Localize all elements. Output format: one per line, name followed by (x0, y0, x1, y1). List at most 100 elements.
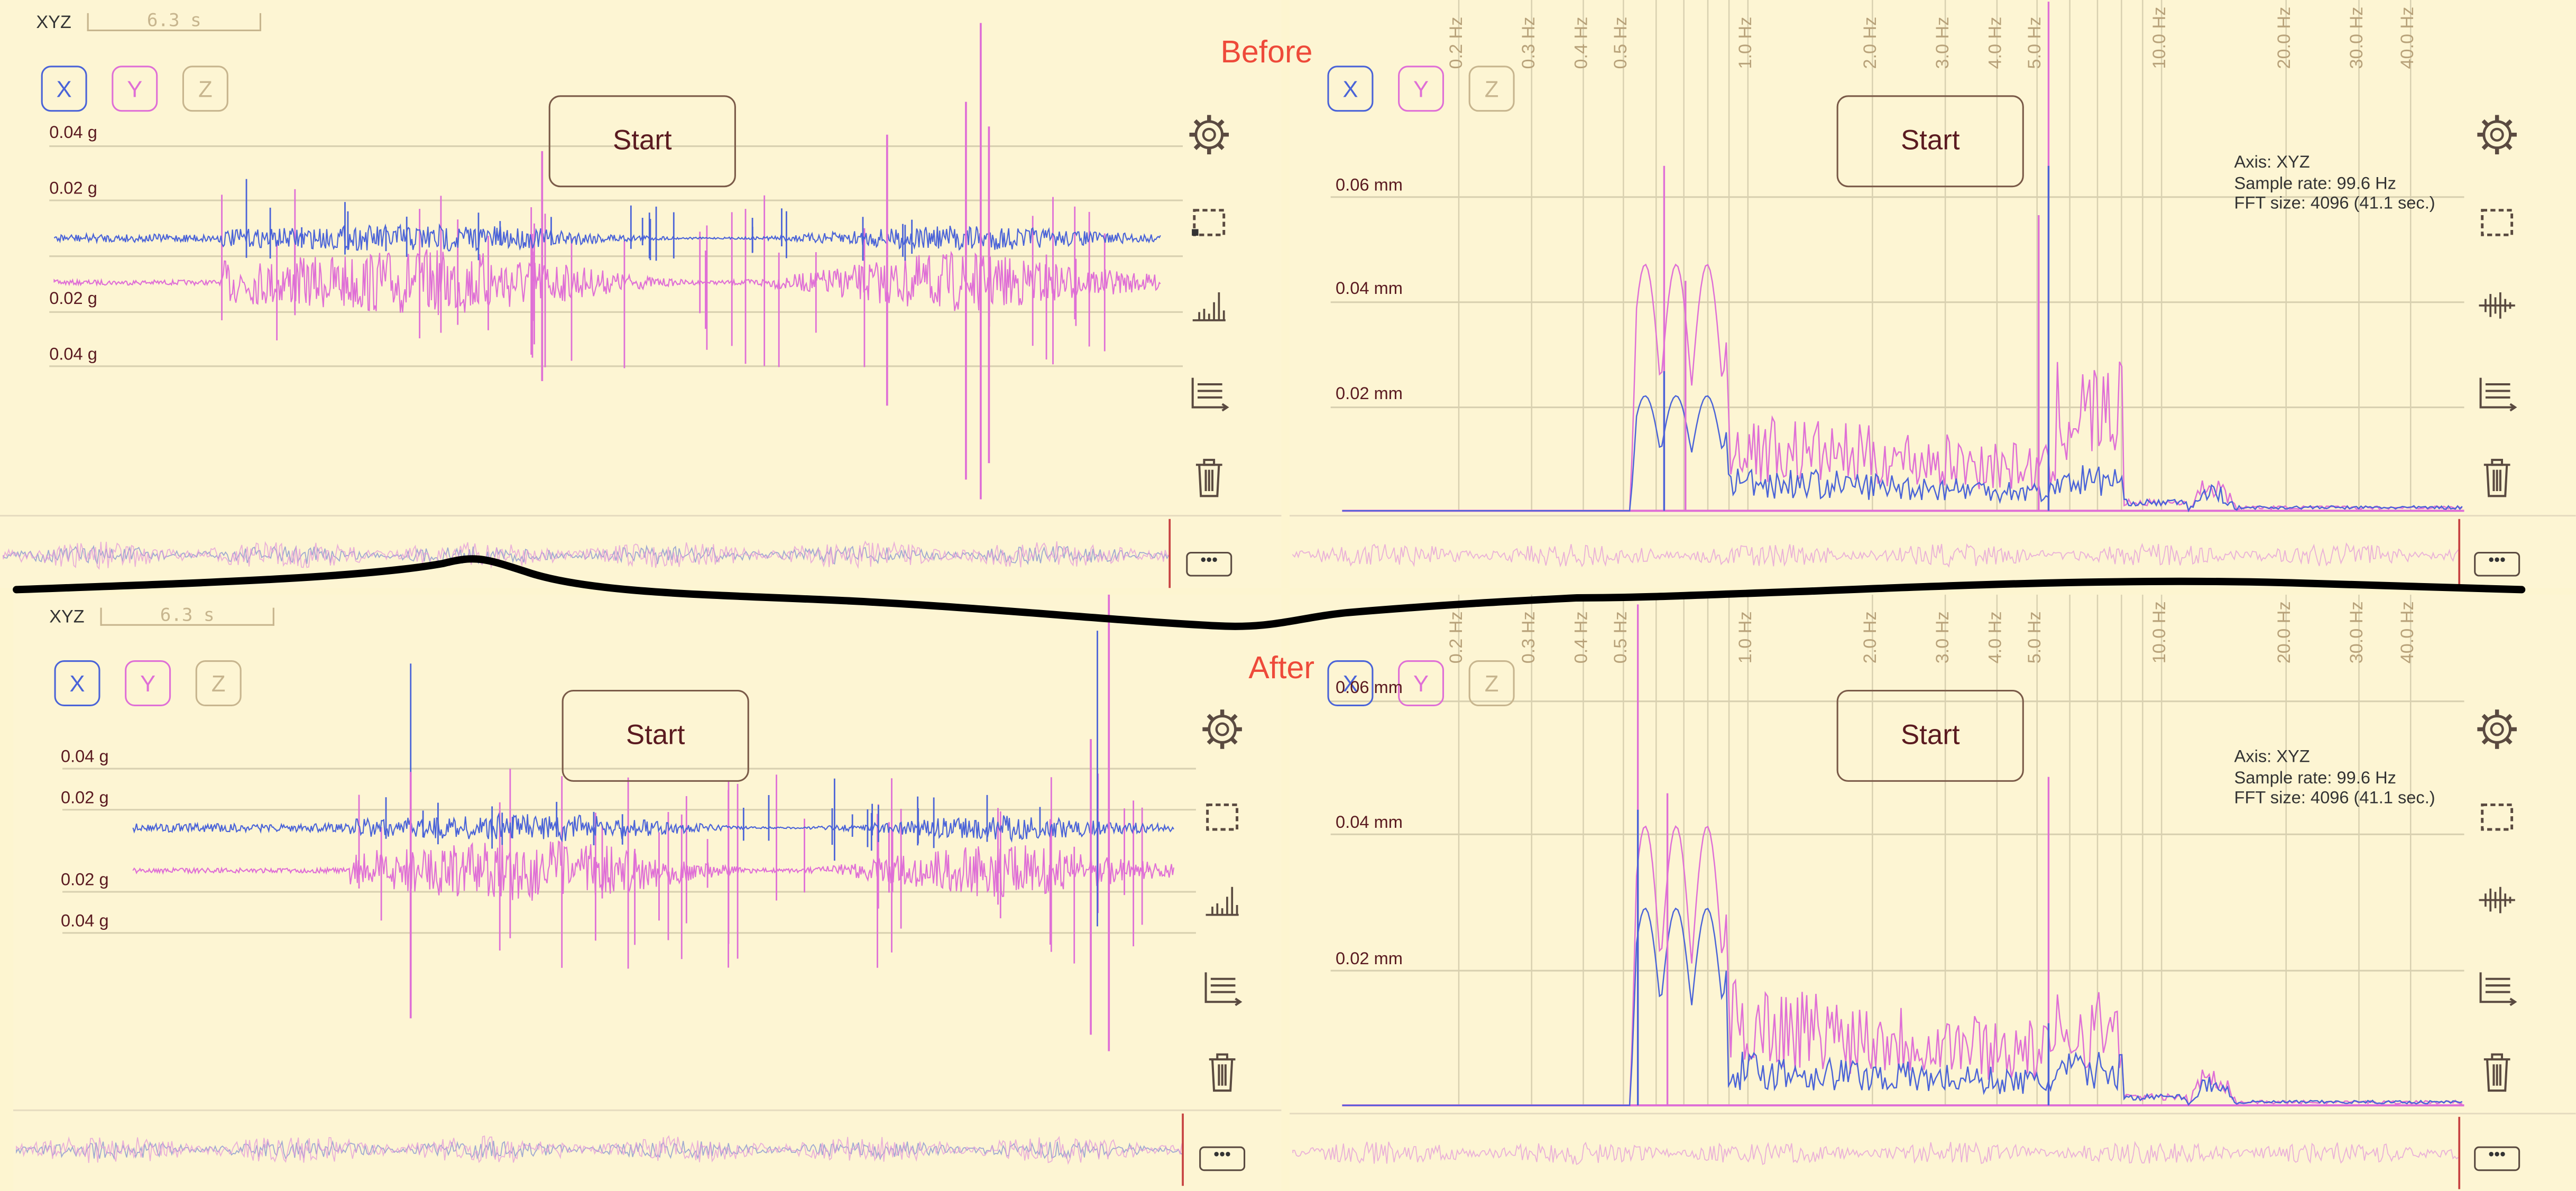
frequency-label: 0.5 Hz (1612, 16, 1632, 69)
frequency-label: 0.4 Hz (1571, 611, 1592, 664)
axis-label: XYZ (36, 13, 71, 33)
gear-icon[interactable] (2474, 112, 2520, 158)
trash-icon[interactable] (1186, 455, 1232, 501)
frequency-label: 30.0 Hz (2347, 6, 2367, 69)
axis-z-button[interactable]: Z (182, 66, 228, 112)
trash-icon[interactable] (2474, 1049, 2520, 1095)
axes-icon[interactable] (1199, 964, 1245, 1010)
frequency-label: 0.5 Hz (1612, 611, 1632, 664)
frequency-label: 1.0 Hz (1736, 611, 1756, 664)
more-button[interactable]: ••• (1186, 551, 1232, 577)
trash-icon[interactable] (2474, 455, 2520, 501)
axis-x-button[interactable]: X (54, 660, 100, 707)
overview-y (1292, 1141, 2459, 1165)
x-trace (132, 812, 1174, 843)
y-label: 0.04 g (49, 345, 97, 365)
frequency-label: 5.0 Hz (2025, 611, 2046, 664)
axis-y-button[interactable]: Y (112, 66, 158, 112)
y-label: 0.06 mm (1335, 176, 1403, 196)
axis-x-button[interactable]: X (1327, 660, 1374, 707)
more-button[interactable]: ••• (2474, 551, 2520, 577)
frequency-label: 4.0 Hz (1985, 16, 2005, 69)
axis-y-button[interactable]: Y (125, 660, 171, 707)
frequency-label: 2.0 Hz (1861, 611, 1881, 664)
info-fft-size: FFT size: 4096 (41.1 sec.) (2234, 193, 2435, 214)
duration-label: 6.3 s (87, 12, 262, 32)
more-button[interactable]: ••• (1199, 1146, 1246, 1171)
waveform-icon[interactable] (2474, 877, 2520, 923)
y-trace (53, 249, 1161, 315)
y-label: 0.02 g (49, 289, 97, 309)
trash-icon[interactable] (1199, 1049, 1245, 1095)
gear-icon[interactable] (1186, 112, 1232, 158)
start-button[interactable]: Start (562, 689, 749, 782)
fft-trace (1342, 395, 2463, 513)
axis-y-button[interactable]: Y (1398, 660, 1445, 707)
after-time-plot (13, 594, 1282, 1186)
more-button[interactable]: ••• (2474, 1146, 2520, 1171)
y-label: 0.04 g (49, 123, 97, 143)
before-fft-plot (1289, 0, 2576, 588)
gear-icon[interactable] (1199, 706, 1245, 752)
spectrum-icon[interactable] (1199, 877, 1245, 923)
info-fft-size: FFT size: 4096 (41.1 sec.) (2234, 788, 2435, 808)
spectrum-icon[interactable] (1186, 282, 1232, 328)
waveform-icon[interactable] (2474, 282, 2520, 328)
gear-icon[interactable] (2474, 706, 2520, 752)
after-time-panel: XYZ 6.3 s X Y Z Start 0.04 g 0.02 g 0.02… (13, 594, 1282, 1191)
fft-trace (1342, 907, 2463, 1106)
overview-y (16, 1135, 1183, 1165)
y-label: 0.02 g (60, 870, 109, 890)
frequency-label: 40.0 Hz (2399, 601, 2419, 664)
frequency-label: 10.0 Hz (2150, 6, 2170, 69)
y-label: 0.04 mm (1335, 279, 1403, 299)
selection-icon[interactable] (1199, 795, 1245, 841)
axes-icon[interactable] (2474, 964, 2520, 1010)
overview-x (16, 1139, 1183, 1160)
start-button[interactable]: Start (1836, 95, 2024, 188)
selection-icon[interactable] (2474, 200, 2520, 246)
frequency-label: 4.0 Hz (1985, 611, 2005, 664)
y-label: 0.02 g (60, 788, 109, 808)
duration-label: 6.3 s (100, 606, 274, 626)
axis-z-button[interactable]: Z (1468, 660, 1515, 707)
frequency-label: 0.2 Hz (1447, 611, 1467, 664)
frequency-label: 40.0 Hz (2399, 6, 2419, 69)
axes-icon[interactable] (2474, 370, 2520, 416)
info-sample-rate: Sample rate: 99.6 Hz (2234, 768, 2396, 788)
frequency-label: 10.0 Hz (2150, 601, 2170, 664)
axis-y-button[interactable]: Y (1398, 66, 1445, 112)
axis-x-button[interactable]: X (1327, 66, 1374, 112)
y-label: 0.02 mm (1335, 384, 1403, 404)
start-button[interactable]: Start (548, 95, 736, 188)
axis-x-button[interactable]: X (41, 66, 87, 112)
y-label: 0.04 g (60, 911, 109, 931)
axis-label: XYZ (49, 607, 85, 627)
y-label: 0.04 mm (1335, 813, 1403, 833)
frequency-label: 3.0 Hz (1934, 611, 1954, 664)
x-trace (53, 223, 1161, 253)
frequency-label: 2.0 Hz (1861, 16, 1881, 69)
y-label: 0.04 g (60, 747, 109, 767)
frequency-label: 0.3 Hz (1520, 16, 1540, 69)
after-fft-plot (1289, 594, 2576, 1189)
selection-icon[interactable] (1186, 200, 1232, 246)
before-time-plot (0, 23, 1282, 588)
axes-icon[interactable] (1186, 370, 1232, 416)
before-caption: Before (1220, 36, 1313, 71)
frequency-label: 20.0 Hz (2274, 6, 2295, 69)
fft-trace (1342, 825, 2462, 1106)
axis-z-button[interactable]: Z (1468, 66, 1515, 112)
frequency-label: 30.0 Hz (2347, 601, 2367, 664)
start-button[interactable]: Start (1836, 689, 2024, 782)
overview-y (1292, 542, 2459, 568)
info-axis: Axis: XYZ (2234, 747, 2310, 767)
fft-info: Axis: XYZ Sample rate: 99.6 Hz FFT size:… (2234, 747, 2435, 809)
frequency-label: 5.0 Hz (2025, 16, 2046, 69)
axis-z-button[interactable]: Z (195, 660, 242, 707)
frequency-label: 0.3 Hz (1520, 611, 1540, 664)
frequency-label: 1.0 Hz (1736, 16, 1756, 69)
selection-icon[interactable] (2474, 795, 2520, 841)
before-time-panel: XYZ 6.3 s X Y Z Start 0.04 g 0.02 g 0.02… (0, 0, 1282, 588)
y-label: 0.02 mm (1335, 949, 1403, 970)
